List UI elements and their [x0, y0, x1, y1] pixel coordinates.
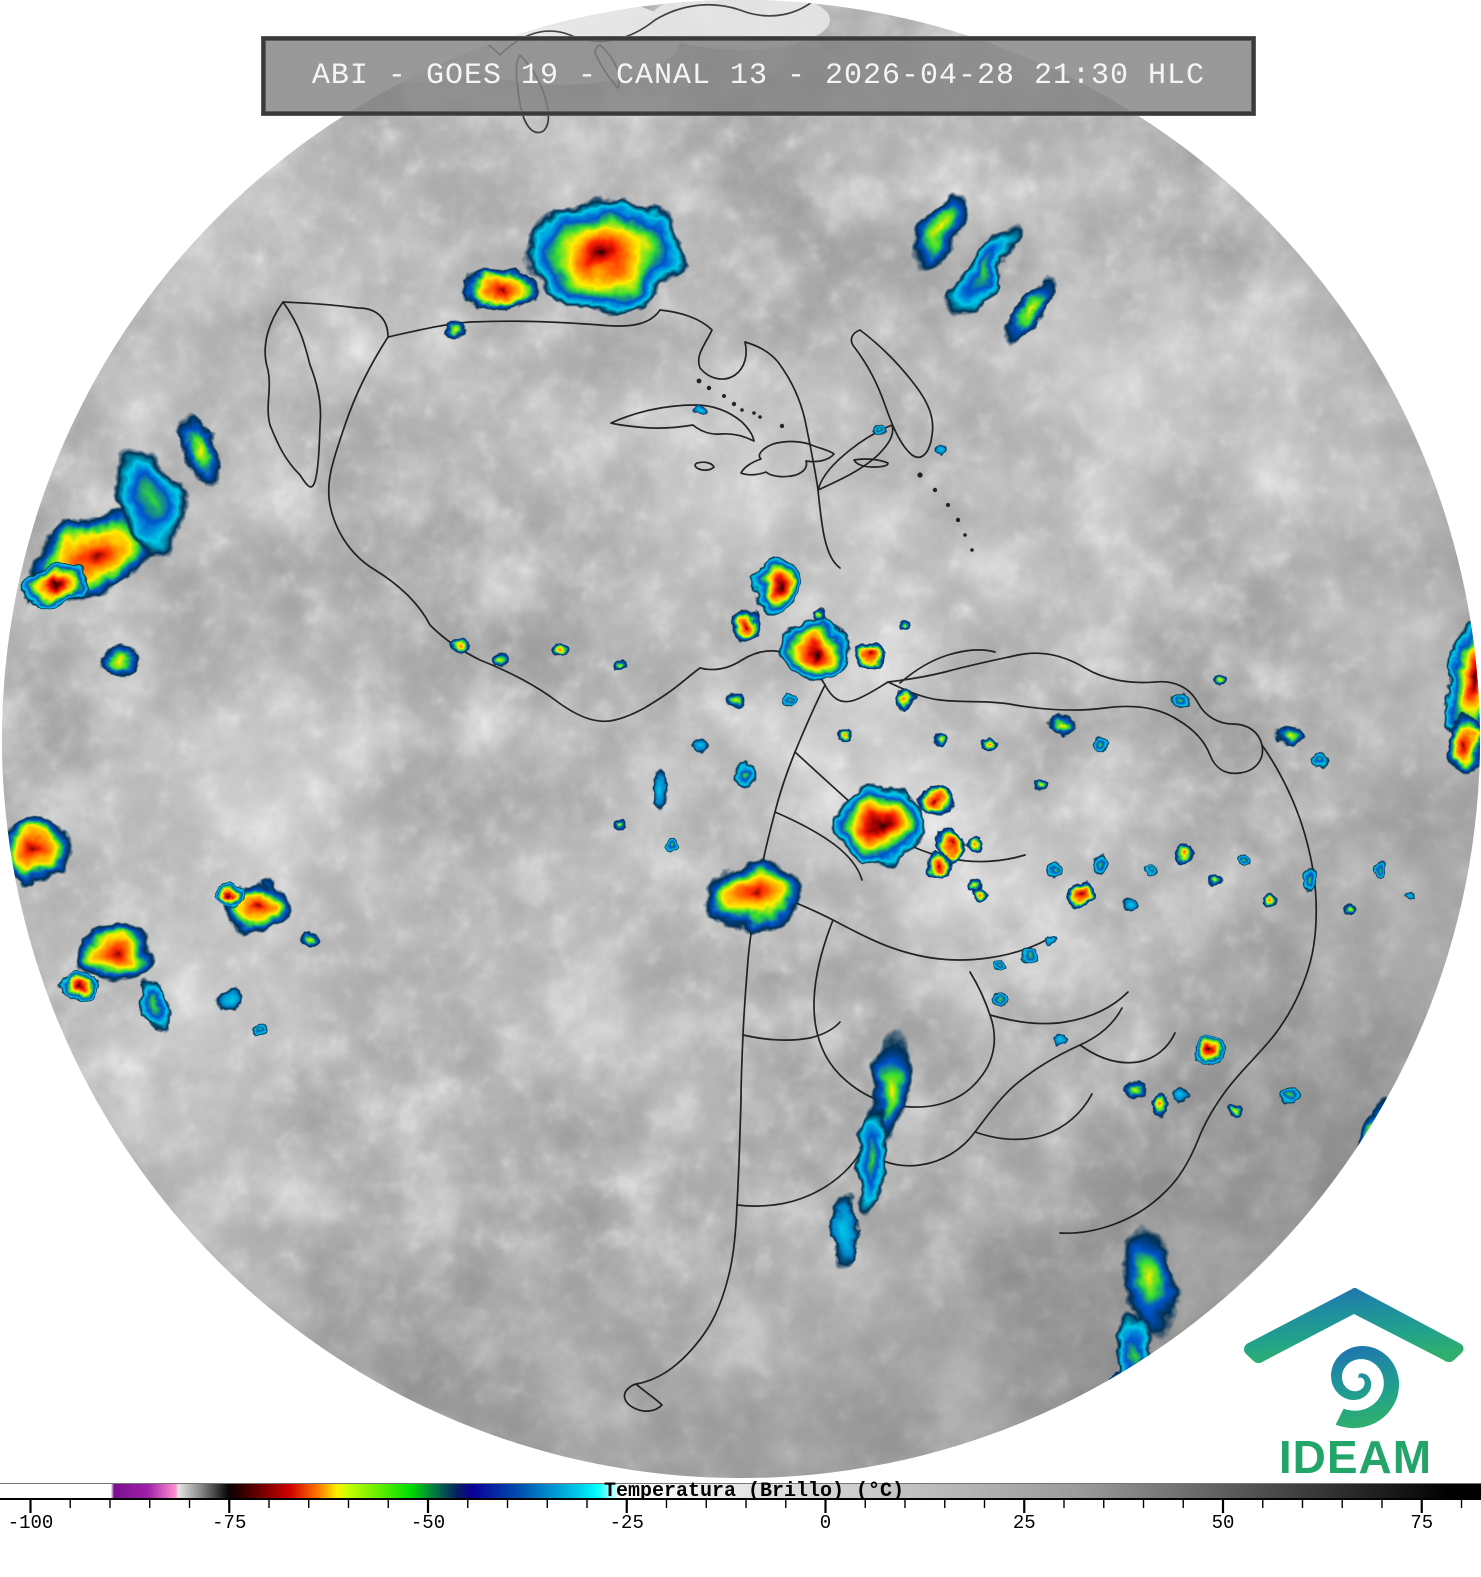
- svg-text:IDEAM: IDEAM: [1279, 1431, 1432, 1483]
